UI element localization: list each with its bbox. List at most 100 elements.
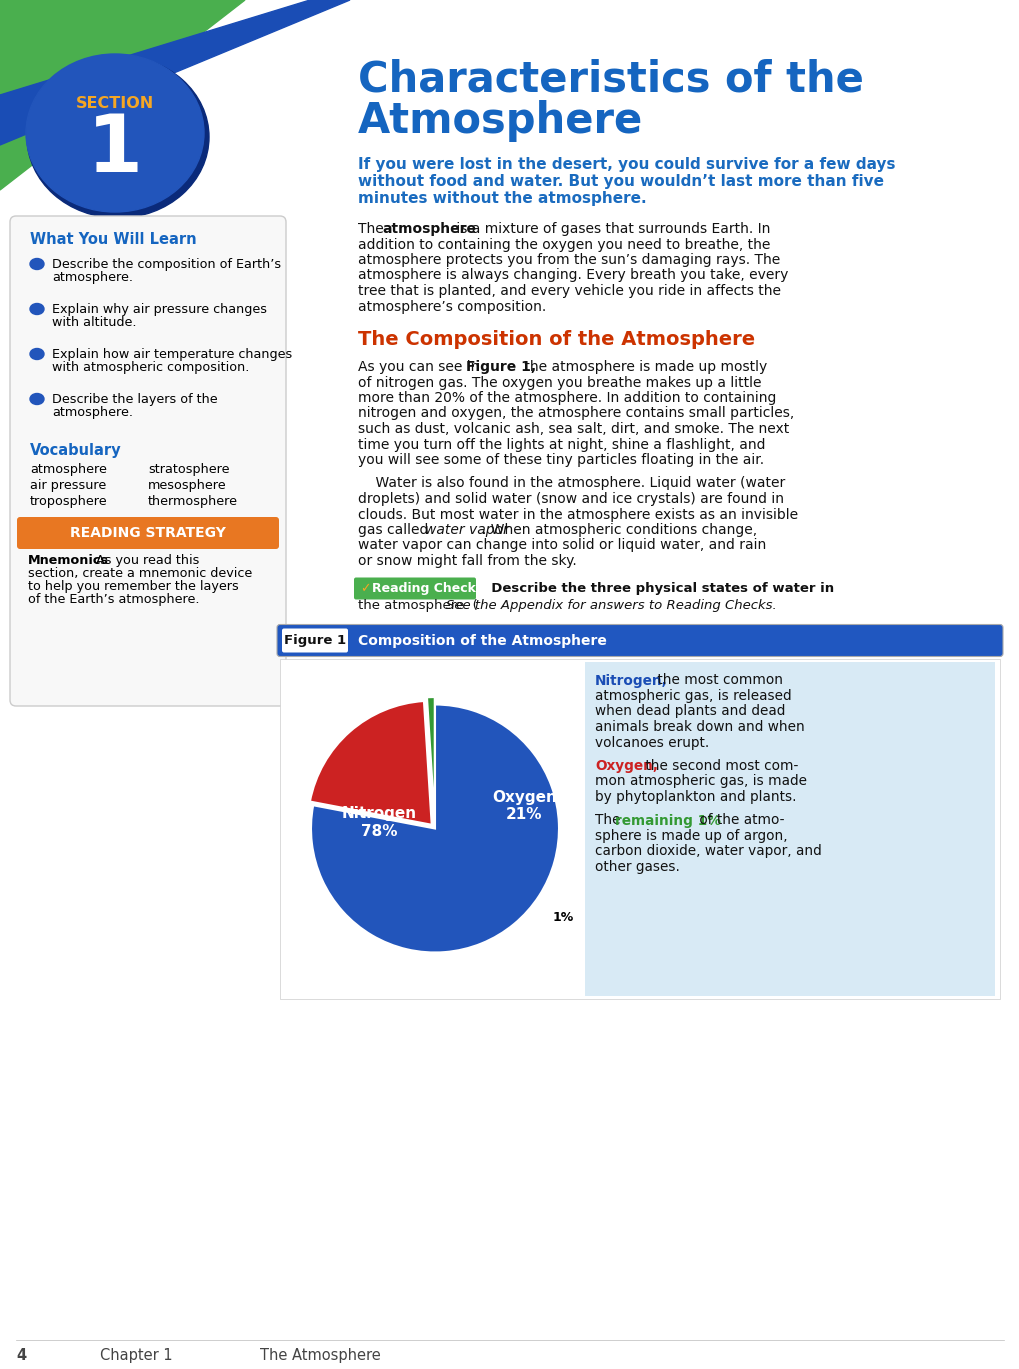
FancyBboxPatch shape <box>354 578 476 600</box>
Text: the second most com-: the second most com- <box>640 758 798 773</box>
Text: READING STRATEGY: READING STRATEGY <box>70 526 226 539</box>
Text: 1%: 1% <box>552 912 574 924</box>
Text: 4: 4 <box>16 1348 26 1364</box>
FancyBboxPatch shape <box>585 661 994 995</box>
Text: tree that is planted, and every vehicle you ride in affects the: tree that is planted, and every vehicle … <box>358 283 781 298</box>
Ellipse shape <box>30 304 44 315</box>
Text: addition to containing the oxygen you need to breathe, the: addition to containing the oxygen you ne… <box>358 237 769 252</box>
Text: The: The <box>594 813 625 827</box>
FancyBboxPatch shape <box>10 216 285 706</box>
Text: Composition of the Atmosphere: Composition of the Atmosphere <box>358 634 606 648</box>
Text: Explain why air pressure changes: Explain why air pressure changes <box>52 303 267 316</box>
Text: Atmosphere: Atmosphere <box>358 100 643 142</box>
Wedge shape <box>311 705 558 953</box>
Text: the most common: the most common <box>652 674 783 687</box>
Text: more than 20% of the atmosphere. In addition to containing: more than 20% of the atmosphere. In addi… <box>358 392 775 405</box>
Ellipse shape <box>30 393 44 404</box>
Text: As you can see in: As you can see in <box>358 360 483 374</box>
Text: ✓: ✓ <box>360 582 370 596</box>
Text: Reading Check: Reading Check <box>372 582 476 596</box>
Text: atmosphere.: atmosphere. <box>52 271 132 283</box>
Text: Figure 1,: Figure 1, <box>466 360 536 374</box>
Text: section, create a mnemonic device: section, create a mnemonic device <box>28 567 252 580</box>
Text: . When atmospheric conditions change,: . When atmospheric conditions change, <box>482 523 756 537</box>
Text: volcanoes erupt.: volcanoes erupt. <box>594 735 708 749</box>
Text: the atmosphere. (: the atmosphere. ( <box>358 600 477 612</box>
Text: Oxygen,: Oxygen, <box>594 758 657 773</box>
Text: As you read this: As you read this <box>88 554 199 567</box>
Text: See the Appendix for answers to Reading Checks.: See the Appendix for answers to Reading … <box>445 600 776 612</box>
Polygon shape <box>0 0 245 190</box>
Text: atmosphere is always changing. Every breath you take, every: atmosphere is always changing. Every bre… <box>358 268 788 282</box>
Text: when dead plants and dead: when dead plants and dead <box>594 705 785 719</box>
Ellipse shape <box>25 53 204 212</box>
Text: atmospheric gas, is released: atmospheric gas, is released <box>594 689 791 704</box>
Wedge shape <box>427 697 434 821</box>
Text: with atmospheric composition.: with atmospheric composition. <box>52 361 249 374</box>
Text: minutes without the atmosphere.: minutes without the atmosphere. <box>358 192 646 205</box>
Text: time you turn off the lights at night, shine a flashlight, and: time you turn off the lights at night, s… <box>358 438 764 452</box>
Text: Vocabulary: Vocabulary <box>30 444 121 459</box>
Text: Describe the layers of the: Describe the layers of the <box>52 393 217 407</box>
Text: Mnemonics: Mnemonics <box>28 554 109 567</box>
Text: The Composition of the Atmosphere: The Composition of the Atmosphere <box>358 330 754 349</box>
Text: 1: 1 <box>87 111 143 189</box>
Text: of nitrogen gas. The oxygen you breathe makes up a little: of nitrogen gas. The oxygen you breathe … <box>358 375 761 390</box>
Ellipse shape <box>26 56 209 218</box>
Text: to help you remember the layers: to help you remember the layers <box>28 580 238 593</box>
Text: carbon dioxide, water vapor, and: carbon dioxide, water vapor, and <box>594 845 821 858</box>
Text: of the atmo-: of the atmo- <box>694 813 784 827</box>
Text: other gases.: other gases. <box>594 860 680 873</box>
Text: or snow might fall from the sky.: or snow might fall from the sky. <box>358 554 576 568</box>
Text: atmosphere protects you from the sun’s damaging rays. The: atmosphere protects you from the sun’s d… <box>358 253 780 267</box>
Text: mesosphere: mesosphere <box>148 479 226 491</box>
Text: atmosphere: atmosphere <box>30 463 107 476</box>
FancyBboxPatch shape <box>281 628 347 653</box>
Text: by phytoplankton and plants.: by phytoplankton and plants. <box>594 790 796 804</box>
Text: you will see some of these tiny particles floating in the air.: you will see some of these tiny particle… <box>358 453 763 467</box>
Text: such as dust, volcanic ash, sea salt, dirt, and smoke. The next: such as dust, volcanic ash, sea salt, di… <box>358 422 789 435</box>
FancyBboxPatch shape <box>277 624 1002 657</box>
Text: troposphere: troposphere <box>30 496 108 508</box>
Text: remaining 1%: remaining 1% <box>614 813 720 827</box>
Text: The Atmosphere: The Atmosphere <box>260 1348 380 1364</box>
Wedge shape <box>310 701 431 824</box>
Text: clouds. But most water in the atmosphere exists as an invisible: clouds. But most water in the atmosphere… <box>358 508 797 522</box>
Text: with altitude.: with altitude. <box>52 316 137 329</box>
Text: droplets) and solid water (snow and ice crystals) are found in: droplets) and solid water (snow and ice … <box>358 491 784 507</box>
Text: of the Earth’s atmosphere.: of the Earth’s atmosphere. <box>28 593 200 606</box>
Text: atmosphere: atmosphere <box>382 222 476 235</box>
Text: gas called: gas called <box>358 523 432 537</box>
FancyBboxPatch shape <box>17 517 279 549</box>
Text: Nitrogen,: Nitrogen, <box>594 674 667 687</box>
FancyBboxPatch shape <box>280 658 999 998</box>
Text: water vapor: water vapor <box>425 523 508 537</box>
Text: Characteristics of the: Characteristics of the <box>358 57 863 100</box>
Text: What You Will Learn: What You Will Learn <box>30 231 197 246</box>
Text: air pressure: air pressure <box>30 479 106 491</box>
Text: Describe the three physical states of water in: Describe the three physical states of wa… <box>482 582 834 596</box>
Text: is a mixture of gases that surrounds Earth. In: is a mixture of gases that surrounds Ear… <box>451 222 769 235</box>
Text: the atmosphere is made up mostly: the atmosphere is made up mostly <box>520 360 766 374</box>
Polygon shape <box>0 0 350 145</box>
Text: water vapor can change into solid or liquid water, and rain: water vapor can change into solid or liq… <box>358 538 765 553</box>
Ellipse shape <box>30 349 44 360</box>
Text: Chapter 1: Chapter 1 <box>100 1348 172 1364</box>
Text: Nitrogen
78%: Nitrogen 78% <box>341 806 417 838</box>
Text: stratosphere: stratosphere <box>148 463 229 476</box>
Text: thermosphere: thermosphere <box>148 496 237 508</box>
Text: animals break down and when: animals break down and when <box>594 720 804 734</box>
Text: Describe the composition of Earth’s: Describe the composition of Earth’s <box>52 257 281 271</box>
Text: Figure 1: Figure 1 <box>283 634 345 648</box>
Text: atmosphere’s composition.: atmosphere’s composition. <box>358 300 546 314</box>
Text: Explain how air temperature changes: Explain how air temperature changes <box>52 348 292 361</box>
Text: SECTION: SECTION <box>75 96 154 111</box>
Text: without food and water. But you wouldn’t last more than five: without food and water. But you wouldn’t… <box>358 174 883 189</box>
Text: Water is also found in the atmosphere. Liquid water (water: Water is also found in the atmosphere. L… <box>358 476 785 490</box>
Text: If you were lost in the desert, you could survive for a few days: If you were lost in the desert, you coul… <box>358 157 895 172</box>
Text: nitrogen and oxygen, the atmosphere contains small particles,: nitrogen and oxygen, the atmosphere cont… <box>358 407 794 420</box>
Text: atmosphere.: atmosphere. <box>52 407 132 419</box>
Text: Oxygen
21%: Oxygen 21% <box>491 790 556 823</box>
Ellipse shape <box>30 259 44 270</box>
Text: sphere is made up of argon,: sphere is made up of argon, <box>594 830 787 843</box>
